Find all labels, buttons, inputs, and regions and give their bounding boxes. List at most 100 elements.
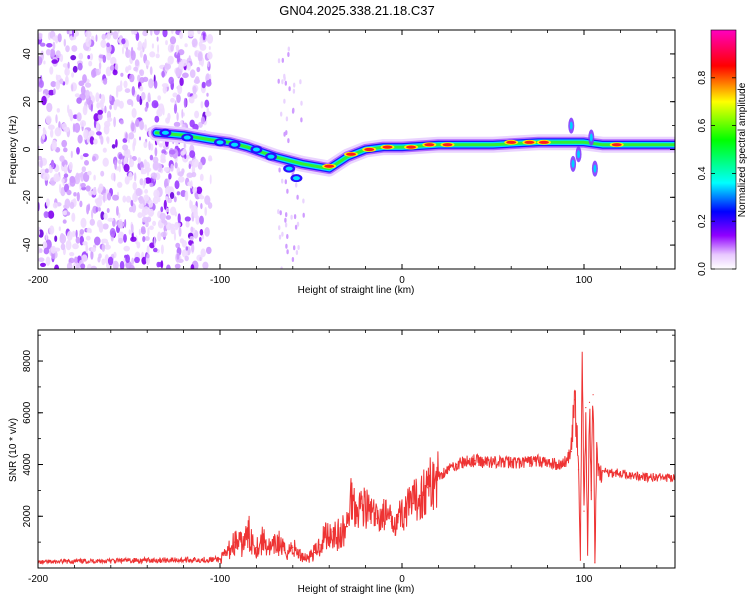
noise-speckle bbox=[93, 174, 96, 181]
snr-point bbox=[570, 451, 572, 453]
noise-speckle bbox=[182, 72, 189, 79]
noise-speckle bbox=[124, 219, 127, 228]
noise-speckle bbox=[139, 85, 144, 92]
noise-speckle bbox=[70, 55, 77, 61]
noise-speckle bbox=[107, 117, 113, 122]
noise-speckle bbox=[69, 252, 75, 257]
noise-speckle bbox=[64, 198, 71, 209]
noise-streak-speckle bbox=[283, 98, 286, 104]
noise-speckle bbox=[80, 217, 87, 228]
disturbance-core bbox=[589, 133, 593, 142]
noise-streak-speckle bbox=[278, 225, 281, 231]
noise-speckle bbox=[153, 236, 156, 247]
noise-speckle bbox=[117, 221, 125, 229]
noise-speckle bbox=[119, 120, 124, 125]
noise-speckle bbox=[65, 76, 68, 84]
noise-speckle bbox=[152, 196, 159, 205]
noise-speckle bbox=[50, 245, 57, 254]
noise-speckle bbox=[162, 107, 165, 116]
colorbar-tick-label: 0.0 bbox=[697, 262, 708, 276]
ridge-hotspot-red bbox=[324, 164, 335, 168]
snr-point bbox=[397, 515, 399, 517]
noise-speckle bbox=[54, 127, 62, 137]
noise-streak-speckle bbox=[299, 79, 302, 85]
snr-point bbox=[263, 538, 265, 541]
noise-speckle bbox=[88, 60, 93, 67]
colorbar-tick-label: 0.6 bbox=[697, 118, 708, 132]
ridge-blob-core bbox=[292, 176, 300, 181]
noise-streak-speckle bbox=[284, 80, 287, 86]
snr-point bbox=[647, 476, 649, 479]
noise-speckle bbox=[45, 256, 51, 266]
noise-speckle bbox=[153, 247, 158, 253]
noise-speckle bbox=[80, 85, 86, 95]
snr-point bbox=[556, 463, 558, 466]
noise-speckle bbox=[125, 49, 132, 58]
noise-speckle bbox=[185, 154, 191, 159]
noise-speckle bbox=[138, 203, 145, 209]
noise-speckle bbox=[80, 182, 86, 188]
noise-speckle bbox=[140, 167, 144, 175]
noise-speckle bbox=[184, 43, 188, 48]
noise-speckle bbox=[135, 31, 140, 41]
noise-speckle bbox=[71, 72, 75, 78]
noise-speckle bbox=[43, 60, 46, 65]
noise-speckle bbox=[109, 94, 112, 102]
y-tick-label: 0 bbox=[22, 146, 33, 152]
noise-speckle bbox=[139, 178, 144, 186]
noise-speckle bbox=[144, 189, 149, 194]
noise-speckle bbox=[121, 38, 126, 45]
noise-streak-speckle bbox=[279, 210, 282, 216]
noise-speckle bbox=[153, 189, 160, 199]
noise-speckle bbox=[90, 250, 94, 260]
noise-streak-speckle bbox=[300, 117, 303, 123]
noise-speckle bbox=[173, 196, 177, 203]
noise-speckle bbox=[125, 195, 132, 203]
noise-speckle bbox=[103, 212, 108, 220]
noise-speckle bbox=[207, 51, 213, 60]
noise-speckle bbox=[48, 89, 55, 96]
noise-speckle bbox=[161, 149, 167, 155]
noise-speckle bbox=[205, 111, 212, 117]
noise-speckle bbox=[119, 260, 125, 269]
noise-speckle bbox=[135, 187, 142, 197]
snr-point bbox=[601, 471, 603, 473]
noise-speckle bbox=[147, 227, 150, 237]
noise-speckle bbox=[208, 78, 212, 84]
noise-speckle bbox=[164, 63, 171, 70]
noise-speckle bbox=[44, 168, 49, 174]
snr-point bbox=[547, 462, 549, 464]
noise-speckle bbox=[137, 157, 141, 164]
snr-point bbox=[628, 474, 631, 476]
snr-point bbox=[577, 469, 580, 471]
noise-speckle bbox=[112, 194, 119, 201]
noise-speckle bbox=[152, 220, 157, 226]
noise-speckle bbox=[176, 112, 179, 122]
noise-speckle bbox=[190, 180, 193, 189]
disturbance-core bbox=[593, 164, 597, 173]
x-tick-label: 0 bbox=[399, 275, 405, 286]
noise-speckle bbox=[168, 173, 172, 180]
noise-speckle bbox=[191, 243, 195, 253]
noise-speckle bbox=[133, 66, 139, 72]
noise-speckle bbox=[141, 207, 146, 218]
noise-speckle bbox=[83, 129, 89, 140]
snr-point bbox=[248, 533, 250, 536]
noise-speckle bbox=[61, 178, 65, 183]
noise-speckle bbox=[99, 93, 102, 99]
snr-plot-area bbox=[38, 330, 675, 568]
noise-speckle bbox=[57, 33, 62, 43]
noise-speckle bbox=[193, 78, 200, 84]
noise-streak-speckle bbox=[296, 194, 299, 200]
noise-speckle bbox=[155, 53, 160, 59]
noise-speckle bbox=[51, 59, 58, 64]
colorbar-label: Normalized spectral amplitude bbox=[737, 82, 748, 217]
noise-speckle bbox=[162, 85, 167, 94]
noise-speckle bbox=[199, 173, 204, 181]
colorbar-ticks: 0.0 0.2 0.4 0.6 0.8 bbox=[697, 70, 736, 276]
noise-speckle bbox=[129, 73, 135, 83]
noise-speckle bbox=[76, 262, 80, 269]
noise-speckle bbox=[42, 132, 46, 140]
noise-speckle bbox=[136, 94, 140, 102]
noise-speckle bbox=[204, 99, 210, 108]
